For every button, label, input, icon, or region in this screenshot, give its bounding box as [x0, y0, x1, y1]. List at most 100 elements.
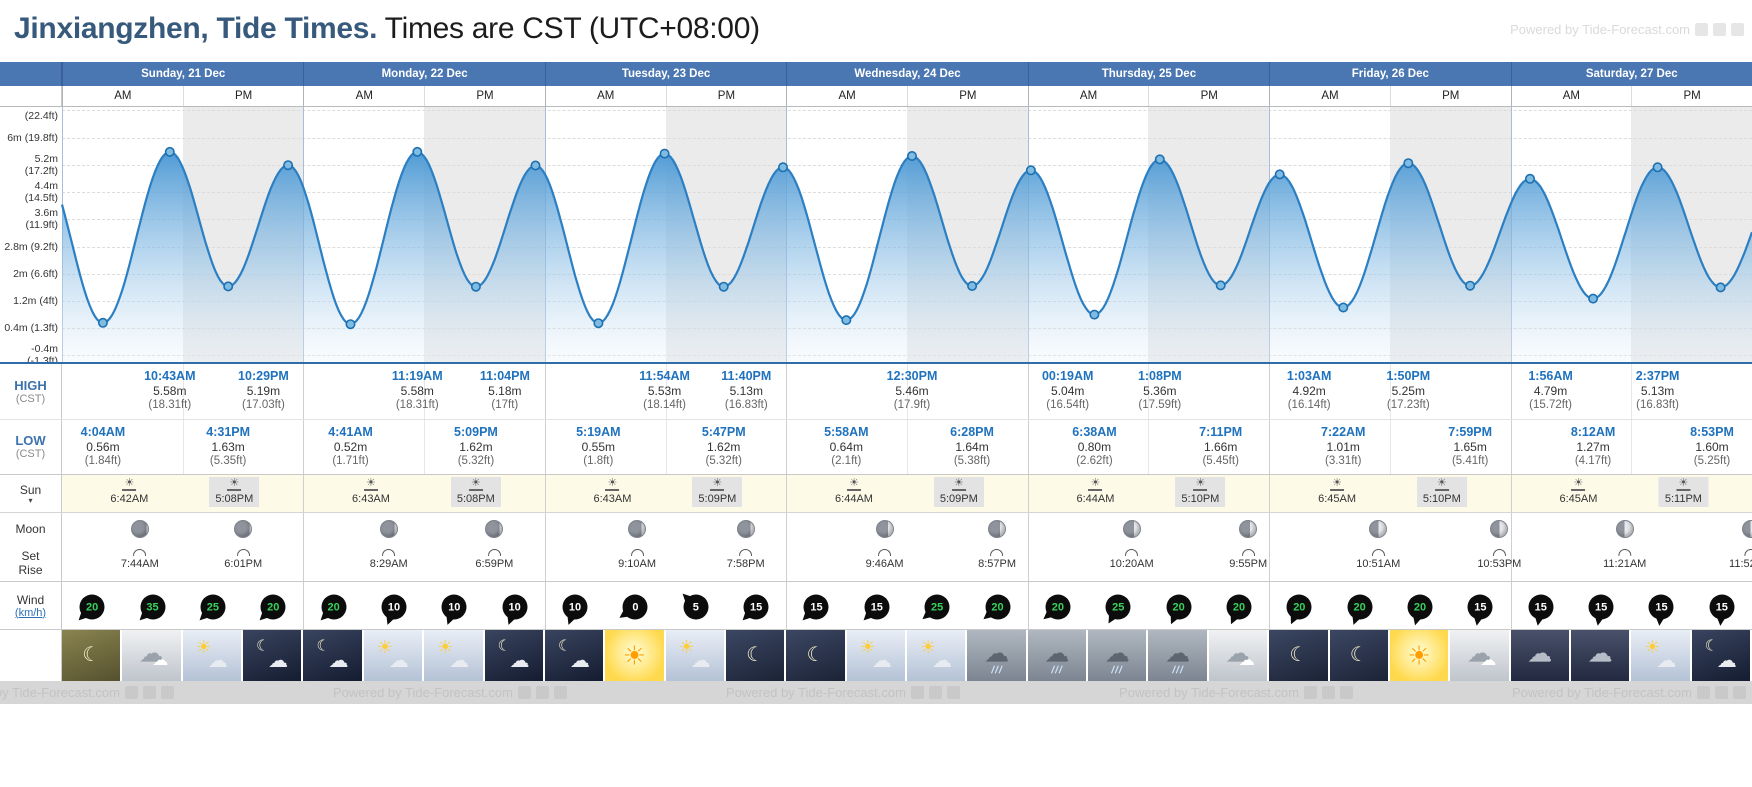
- sunset-icon: ☀: [1181, 478, 1219, 491]
- watermark[interactable]: Powered by Tide-Forecast.com: [1119, 685, 1353, 700]
- tide-extreme-marker: [1525, 173, 1536, 184]
- watermark-text: Powered by Tide-Forecast.com: [1512, 685, 1692, 700]
- tide-extreme-marker: [593, 318, 604, 329]
- tide-height-ft: (1.8ft): [583, 455, 614, 467]
- sunrise-icon: ☀: [1318, 478, 1356, 491]
- social-icon[interactable]: [928, 686, 942, 699]
- column-divider: [303, 545, 305, 581]
- pm-label: PM: [182, 86, 304, 106]
- social-icon[interactable]: [1714, 686, 1728, 699]
- social-icon[interactable]: [1713, 23, 1726, 36]
- wind-row: Wind (km/h) 20 35 25 20 20 10 10 10 10 0 5 15 15 15 25…: [0, 582, 1752, 631]
- column-divider: [1510, 364, 1512, 419]
- column-divider: [1027, 475, 1029, 512]
- pm-label: PM: [665, 86, 787, 106]
- weather-icon-sun-cloud: ☀ ☁: [665, 630, 724, 681]
- tide-height-ft: (17ft): [491, 399, 519, 411]
- sunset-time: 5:09PM: [939, 493, 978, 505]
- tide-height-ft: (2.1ft): [831, 455, 862, 467]
- moonrise-time: 10:53PM: [1477, 558, 1522, 570]
- sunrise-entry: ☀ 6:45AM: [1560, 478, 1598, 506]
- sunset-entry: ☀ 5:09PM: [933, 477, 984, 507]
- moonrise-arc-icon: [739, 549, 753, 556]
- social-icon[interactable]: [535, 686, 549, 699]
- wind-speed: 25: [931, 601, 944, 613]
- social-icon[interactable]: [1731, 23, 1744, 36]
- halfday-divider: [1631, 364, 1633, 419]
- wind-speed: 10: [387, 601, 401, 613]
- watermark[interactable]: Powered by Tide-Forecast.com: [726, 685, 960, 700]
- social-icon[interactable]: [946, 686, 960, 699]
- watermark[interactable]: Powered by Tide-Forecast.com: [0, 685, 174, 700]
- social-icon[interactable]: [1339, 686, 1353, 699]
- social-icon[interactable]: [160, 686, 174, 699]
- high-tide-entry: 11:54AM 5.53m (18.14ft): [619, 369, 711, 413]
- moonrise-entry: 6:01PM: [224, 549, 262, 570]
- high-tide-entry: 11:19AM 5.58m (18.31ft): [371, 369, 463, 413]
- wind-unit-link[interactable]: (km/h): [14, 606, 47, 619]
- sun-toggle-caret[interactable]: ▾: [28, 495, 33, 505]
- tide-time: 8:53PM: [1690, 425, 1734, 439]
- column-divider: [1027, 513, 1029, 545]
- social-icon[interactable]: [1321, 686, 1335, 699]
- set-rise-row-label: Set Rise: [0, 545, 62, 581]
- tide-height-m: 4.79m: [1533, 383, 1568, 398]
- day-header: Monday, 22 Dec: [303, 62, 544, 86]
- tide-height-m: 5.25m: [1391, 383, 1425, 398]
- weather-icon-moon-khaki: ☾: [62, 630, 121, 681]
- ampm-cell: AM PM: [303, 86, 544, 106]
- weather-icon-cloud: ☁ ☁: [122, 630, 181, 681]
- moonset-time: 8:29AM: [369, 558, 408, 570]
- social-icon[interactable]: [142, 686, 156, 699]
- weather-icon-moon: ☾: [1269, 630, 1328, 681]
- tide-height-m: 5.19m: [246, 383, 281, 398]
- social-icon[interactable]: [910, 686, 924, 699]
- watermark[interactable]: Powered by Tide-Forecast.com: [1512, 685, 1746, 700]
- weather-icon-sun-cloud: ☀ ☁: [1631, 630, 1690, 681]
- social-icon[interactable]: [1732, 686, 1746, 699]
- social-icon[interactable]: [1695, 23, 1708, 36]
- low-tide-entry: 6:28PM 1.64m (5.38ft): [926, 425, 1018, 469]
- tide-extreme-marker: [718, 281, 729, 292]
- social-icon[interactable]: [124, 686, 138, 699]
- set-label: Set: [21, 549, 40, 563]
- tide-extreme-marker: [1274, 169, 1285, 180]
- am-label: AM: [355, 90, 373, 102]
- am-label: AM: [597, 90, 615, 102]
- social-icon[interactable]: [553, 686, 567, 699]
- social-icon[interactable]: [517, 686, 531, 699]
- low-tide-entry: 6:38AM 0.80m (2.62ft): [1048, 425, 1140, 469]
- watermark[interactable]: Powered by Tide-Forecast.com: [1510, 22, 1744, 37]
- social-icon[interactable]: [1696, 686, 1710, 699]
- moonrise-arc-icon: [236, 549, 250, 556]
- tide-extreme-marker: [1154, 154, 1165, 165]
- wind-speed: 15: [1594, 601, 1608, 613]
- column-divider: [1269, 420, 1271, 474]
- column-divider: [1027, 582, 1029, 629]
- tide-extreme-marker: [1465, 280, 1476, 291]
- tide-height-ft: (17.03ft): [242, 399, 285, 411]
- watermark-text[interactable]: Powered by Tide-Forecast.com: [1510, 22, 1690, 37]
- tide-height-m: 5.58m: [400, 383, 434, 398]
- moon-phase-icon: [1490, 520, 1509, 538]
- sunrise-icon: ☀: [1076, 478, 1114, 491]
- moonset-arc-icon: [1371, 549, 1385, 556]
- moonset-entry: 10:20AM: [1110, 549, 1154, 570]
- weather-icon-moon: ☾: [1329, 630, 1388, 681]
- watermark[interactable]: Powered by Tide-Forecast.com: [333, 685, 567, 700]
- am-label: AM: [1079, 90, 1098, 102]
- moonrise-arc-icon: [1241, 549, 1255, 556]
- weather-icon-moon-cloud: ☾ ☁: [303, 630, 362, 681]
- tide-height-m: 1.27m: [1576, 439, 1610, 454]
- low-tide-entry: 7:11PM 1.66m (5.45ft): [1175, 425, 1267, 469]
- tide-height-m: 1.64m: [955, 439, 989, 454]
- moon-phase-icon: [130, 520, 149, 538]
- column-divider: [1027, 545, 1029, 581]
- tide-extreme-marker: [1025, 165, 1036, 176]
- low-tide-entries: 4:04AM 0.56m (1.84ft) 4:31PM 1.63m (5.35ft) 4:…: [0, 420, 1752, 474]
- tide-area: [62, 151, 1752, 362]
- social-icon[interactable]: [1303, 686, 1317, 699]
- sunrise-entry: ☀ 6:45AM: [1318, 478, 1356, 506]
- am-label: AM: [1562, 90, 1581, 102]
